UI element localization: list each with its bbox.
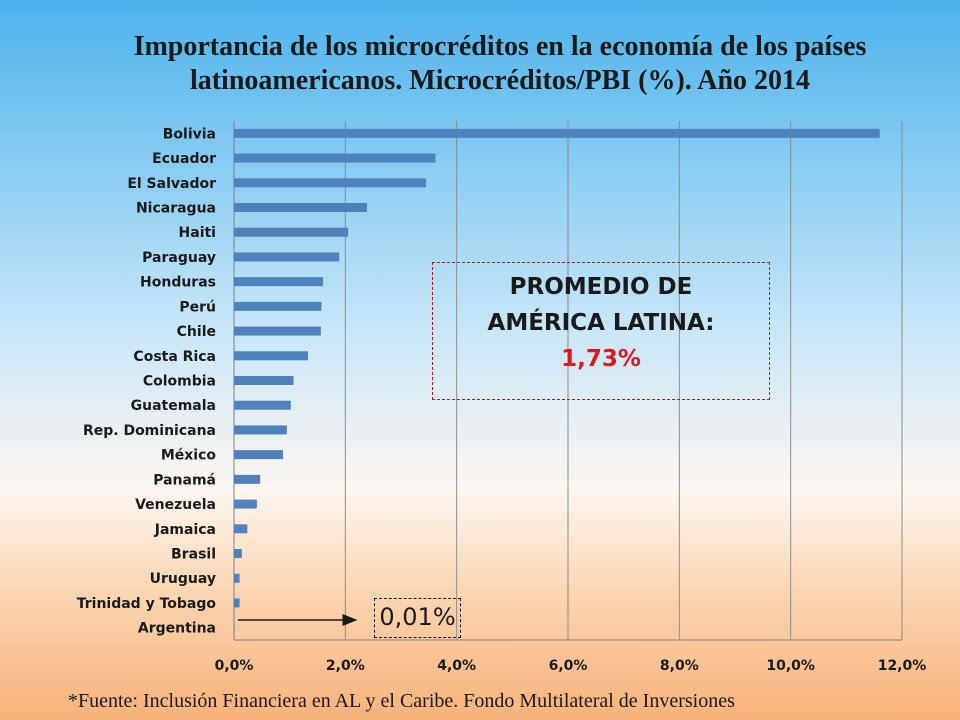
- bar: [234, 227, 349, 237]
- category-label: Brasil: [171, 547, 216, 563]
- bar: [234, 252, 340, 262]
- category-label: Trinidad y Tobago: [77, 596, 217, 612]
- bar: [234, 301, 322, 311]
- bar: [234, 499, 257, 509]
- category-label: Chile: [177, 324, 216, 340]
- bar: [234, 524, 248, 534]
- bar: [234, 351, 309, 361]
- bar: [234, 326, 321, 336]
- source-note: *Fuente: Inclusión Financiera en AL y el…: [68, 690, 735, 712]
- tick-label: 0,0%: [215, 658, 254, 674]
- tick-label: 8,0%: [660, 658, 699, 674]
- tick-label: 12,0%: [878, 658, 927, 674]
- tick-label: 2,0%: [326, 658, 365, 674]
- category-labels: Bolivia Ecuador El Salvador Nicaragua Haiti P…: [77, 126, 217, 636]
- category-label: Jamaica: [154, 522, 216, 538]
- category-label: Venezuela: [135, 497, 216, 513]
- category-label: Ecuador: [152, 151, 216, 167]
- gridlines: [233, 121, 903, 641]
- bars: [234, 128, 880, 633]
- category-label: Colombia: [143, 374, 216, 390]
- bar: [234, 623, 235, 633]
- bar: [234, 203, 368, 212]
- category-label: Perú: [179, 299, 216, 315]
- category-label: Argentina: [138, 621, 216, 637]
- page-title: Importancia de los microcréditos en la e…: [40, 30, 960, 98]
- x-axis-tick-labels: 0,0% 2,0% 4,0% 6,0% 8,0% 10,0% 12,0%: [215, 658, 927, 674]
- average-label-line-1: PROMEDIO DE: [509, 274, 693, 300]
- category-label: Uruguay: [150, 571, 216, 587]
- category-label: Bolivia: [163, 126, 216, 142]
- category-label: Guatemala: [131, 398, 216, 414]
- bar: [234, 128, 880, 138]
- bar: [234, 277, 324, 287]
- category-label: Paraguay: [142, 250, 216, 266]
- tick-label: 6,0%: [549, 658, 588, 674]
- bar: [234, 549, 242, 558]
- average-callout: PROMEDIO DE AMÉRICA LATINA: 1,73%: [432, 262, 770, 400]
- bar: [234, 598, 240, 608]
- category-label: Costa Rica: [133, 349, 216, 365]
- category-label: Panamá: [153, 472, 216, 488]
- bar: [234, 153, 436, 163]
- average-label-line-2: AMÉRICA LATINA:: [487, 310, 715, 336]
- category-label: Nicaragua: [136, 201, 216, 217]
- average-value: 1,73%: [561, 346, 641, 372]
- category-label: Rep. Dominicana: [83, 423, 216, 439]
- category-label: México: [161, 448, 217, 464]
- bar: [234, 425, 287, 435]
- tick-label: 4,0%: [437, 658, 476, 674]
- category-label: Honduras: [140, 275, 216, 291]
- title-line-1: Importancia de los microcréditos en la e…: [133, 31, 867, 62]
- bar: [234, 376, 294, 385]
- category-label: Haiti: [179, 225, 216, 241]
- bar: [234, 474, 261, 484]
- title-line-2: latinoamericanos. Microcréditos/PBI (%).…: [189, 65, 811, 96]
- minimum-value-callout: 0,01%: [374, 598, 461, 638]
- category-label: El Salvador: [127, 176, 216, 192]
- bar: [234, 450, 283, 460]
- bar: [234, 178, 427, 188]
- bar: [234, 400, 291, 410]
- bar: [234, 573, 240, 583]
- tick-label: 10,0%: [766, 658, 815, 674]
